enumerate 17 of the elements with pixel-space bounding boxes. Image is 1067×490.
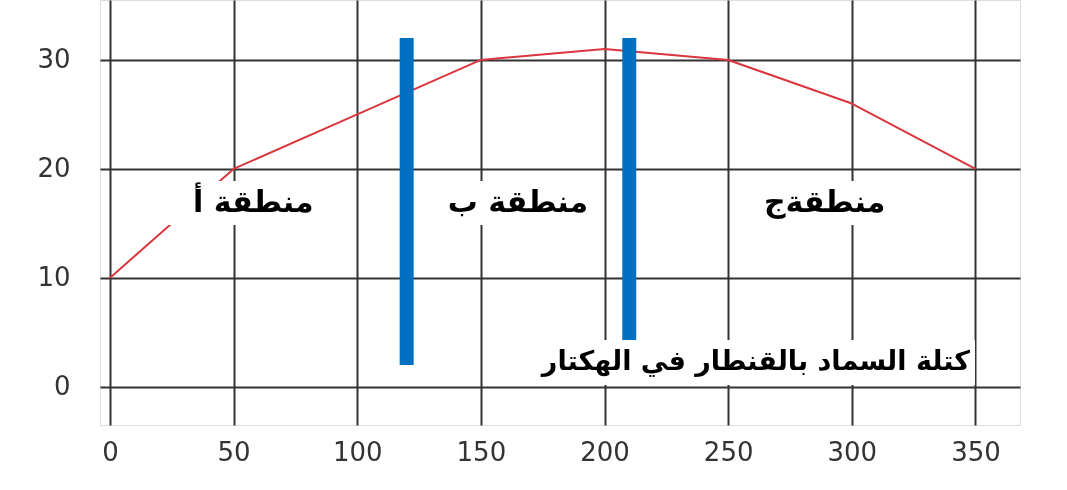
x-tick-label: 350 [951,436,1001,467]
x-tick-label: 150 [456,436,507,467]
x-tick-label: 300 [827,436,878,467]
x-tick-label: 50 [217,436,251,467]
y-tick-label: 30 [37,44,71,75]
y-tick-label: 20 [37,153,71,184]
x-tick-label: 200 [580,436,630,467]
x-tick-label: 0 [102,436,119,467]
annotation: منطقةج [763,184,886,219]
x-axis-title: كتلة السماد بالقنطار في الهكتار [539,345,971,377]
x-tick-label: 250 [703,436,754,467]
annotation: منطقة ب [447,184,589,219]
y-tick-label: 10 [37,262,71,293]
line-series [108,48,977,279]
annotation: منطقة أ [193,182,314,219]
x-tick-label: 100 [332,436,383,467]
y-tick-label: 0 [53,371,71,402]
